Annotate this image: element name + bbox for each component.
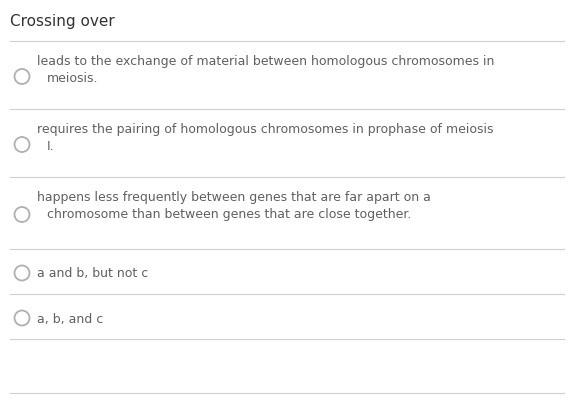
Text: a and b, but not c: a and b, but not c xyxy=(37,267,148,280)
Text: leads to the exchange of material between homologous chromosomes in: leads to the exchange of material betwee… xyxy=(37,55,494,68)
Text: I.: I. xyxy=(47,140,55,153)
Text: meiosis.: meiosis. xyxy=(47,72,99,85)
Text: Crossing over: Crossing over xyxy=(10,14,115,29)
Text: a, b, and c: a, b, and c xyxy=(37,312,103,325)
Text: happens less frequently between genes that are far apart on a: happens less frequently between genes th… xyxy=(37,190,431,203)
Text: chromosome than between genes that are close together.: chromosome than between genes that are c… xyxy=(47,207,412,220)
Text: requires the pairing of homologous chromosomes in prophase of meiosis: requires the pairing of homologous chrom… xyxy=(37,123,494,136)
